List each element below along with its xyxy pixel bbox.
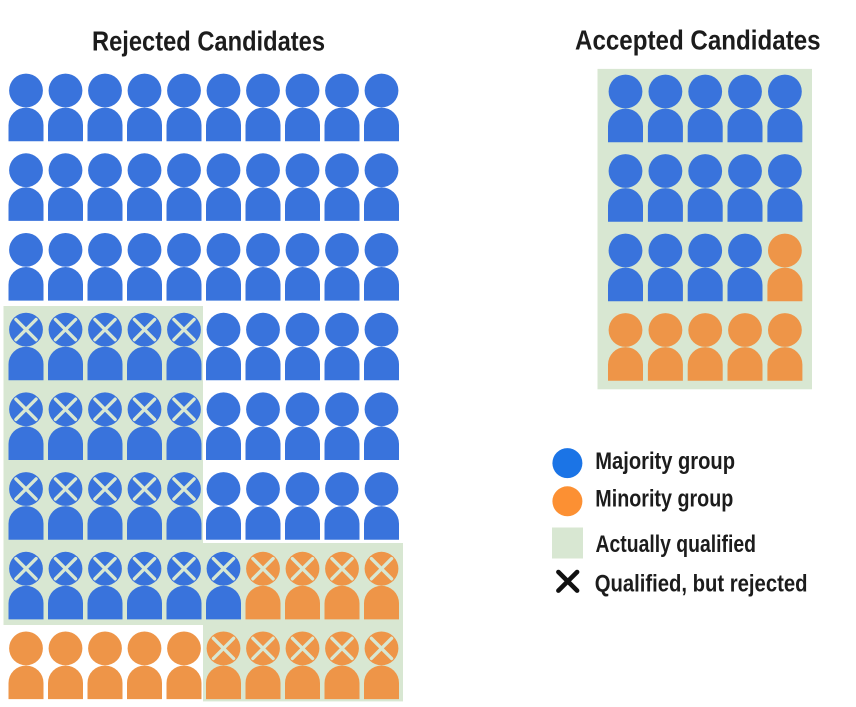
svg-text:Minority group: Minority group bbox=[595, 486, 733, 513]
svg-text:Accepted Candidates: Accepted Candidates bbox=[575, 24, 821, 55]
svg-text:Rejected Candidates: Rejected Candidates bbox=[92, 25, 325, 56]
svg-text:Qualified, but rejected: Qualified, but rejected bbox=[595, 570, 808, 597]
svg-text:Actually qualified: Actually qualified bbox=[596, 531, 757, 558]
svg-text:Majority group: Majority group bbox=[595, 448, 735, 475]
